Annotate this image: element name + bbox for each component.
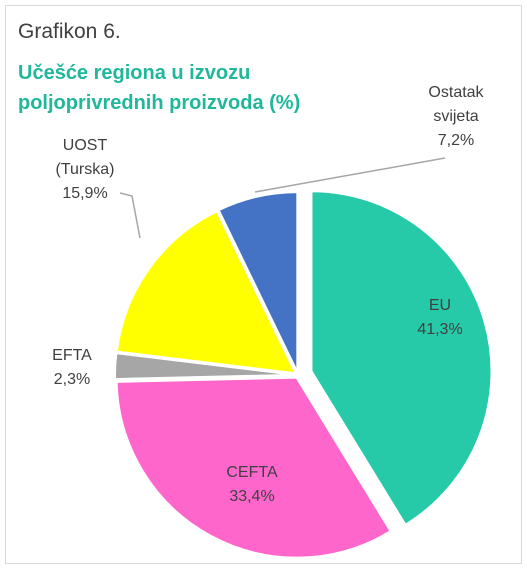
slice-label: Ostatak svijeta 7,2%	[414, 81, 499, 153]
value-label: 7,2%	[437, 132, 475, 149]
slice-label: UOST (Turska) 15,9%	[45, 134, 125, 206]
category-label: UOST (Turska)	[55, 137, 115, 178]
pie-slice	[310, 190, 493, 527]
leader-line	[254, 157, 446, 193]
chart-subtitle: Učešće regiona u izvozu poljoprivrednih …	[18, 62, 301, 114]
chart-title: Grafikon 6.	[18, 20, 121, 43]
leader-line	[119, 192, 141, 239]
category-label: EU	[428, 297, 452, 314]
value-label: 33,4%	[229, 488, 275, 505]
category-label: Ostatak svijeta	[428, 84, 484, 125]
slice-label: CEFTA 33,4%	[217, 461, 287, 509]
category-label: CEFTA	[226, 464, 278, 481]
value-label: 2,3%	[53, 371, 91, 388]
pie-slice	[114, 352, 296, 381]
pie-slice	[217, 191, 299, 373]
frame	[5, 5, 522, 564]
pie-slice	[115, 209, 298, 375]
pie-slice	[115, 376, 392, 559]
category-label: EFTA	[52, 347, 92, 364]
value-label: 41,3%	[417, 321, 463, 338]
slice-label: EFTA 2,3%	[47, 344, 97, 392]
value-label: 15,9%	[62, 185, 108, 202]
slice-label: EU 41,3%	[410, 294, 470, 342]
